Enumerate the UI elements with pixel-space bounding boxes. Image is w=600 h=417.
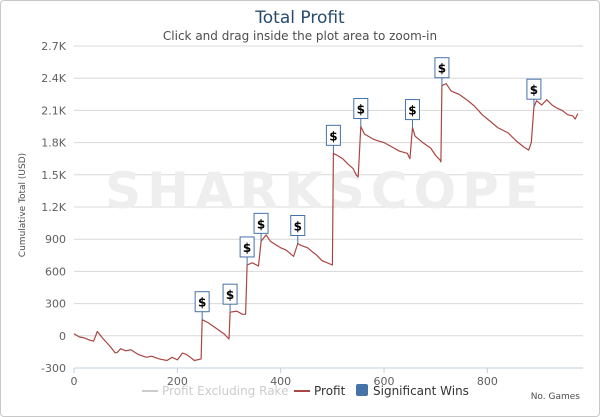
- significant-win-flag[interactable]: $: [526, 78, 542, 108]
- x-tick-label: 400: [270, 375, 291, 388]
- y-tick-label: -300: [41, 362, 66, 375]
- significant-wins-markers[interactable]: $ $ $ $ $ $ $ $ $ $: [194, 57, 542, 320]
- flag-symbol: $: [243, 241, 251, 255]
- y-tick-label: 300: [45, 298, 66, 311]
- significant-win-flag[interactable]: $: [239, 236, 255, 265]
- grid: [74, 45, 583, 369]
- legend-label: Profit: [314, 384, 346, 398]
- flag-box: [222, 283, 238, 305]
- significant-win-flag[interactable]: $: [353, 98, 369, 127]
- y-tick-label: 600: [45, 265, 66, 278]
- axes: -300 0 300 600 900 1.2K 1.5K 1.8K 2.1K 2.4K 2.7K 0 2…: [41, 40, 583, 388]
- flag-box: [290, 214, 306, 236]
- flag-box: [434, 57, 450, 79]
- flag-symbol: $: [357, 103, 365, 117]
- flag-symbol: $: [226, 288, 234, 302]
- profit-line[interactable]: [73, 83, 579, 362]
- significant-win-flag[interactable]: $: [434, 57, 450, 86]
- flag-box: [404, 99, 420, 121]
- significant-win-flag[interactable]: $: [253, 212, 269, 242]
- significant-win-flag[interactable]: $: [404, 99, 420, 128]
- flag-symbol: $: [198, 296, 206, 310]
- legend-label: Significant Wins: [373, 384, 469, 398]
- y-tick-label: 900: [45, 233, 66, 246]
- legend-item[interactable]: Significant Wins: [356, 384, 469, 398]
- flag-symbol: $: [257, 217, 265, 231]
- profit-series[interactable]: [73, 83, 579, 362]
- y-tick-label: 0: [59, 330, 66, 343]
- y-tick-label: 1.8K: [41, 137, 66, 150]
- y-tick-label: 2.4K: [41, 72, 66, 85]
- significant-win-flag[interactable]: $: [325, 124, 341, 154]
- x-tick-label: 0: [71, 375, 78, 388]
- flag-symbol: $: [329, 129, 337, 143]
- y-tick-label: 2.1K: [41, 104, 66, 117]
- significant-win-flag[interactable]: $: [290, 214, 306, 244]
- legend: Profit Excluding Rake Profit Significant W…: [142, 384, 469, 398]
- flag-box: [194, 291, 210, 313]
- flag-box: [239, 236, 255, 258]
- flag-symbol: $: [294, 219, 302, 233]
- watermark: SHARKSCOPE: [105, 162, 545, 220]
- y-tick-label: 2.7K: [41, 40, 66, 53]
- flag-box: [253, 212, 269, 234]
- flag-box: [325, 124, 341, 146]
- x-axis-label: No. Games: [531, 392, 581, 402]
- y-axis-label: Cumulative Total (USD): [18, 153, 28, 257]
- legend-label: Profit Excluding Rake: [162, 384, 288, 398]
- watermark-text: SHARKSCOPE: [105, 162, 545, 220]
- flag-box: [526, 78, 542, 100]
- legend-box-swatch: [356, 384, 368, 396]
- legend-item[interactable]: Profit Excluding Rake: [142, 384, 288, 398]
- x-tick-label: 600: [374, 375, 395, 388]
- flag-symbol: $: [408, 104, 416, 118]
- legend-item[interactable]: Profit: [294, 384, 346, 398]
- flag-symbol: $: [530, 83, 538, 97]
- significant-win-flag[interactable]: $: [222, 283, 238, 313]
- x-tick-label: 800: [477, 375, 498, 388]
- chart-title: Total Profit: [255, 8, 345, 28]
- chart-subtitle: Click and drag inside the plot area to z…: [162, 29, 438, 43]
- flag-box: [353, 98, 369, 119]
- significant-win-flag[interactable]: $: [194, 291, 210, 320]
- y-tick-label: 1.5K: [41, 169, 66, 182]
- flag-symbol: $: [438, 62, 446, 76]
- x-tick-label: 200: [167, 375, 188, 388]
- y-tick-label: 1.2K: [41, 201, 66, 214]
